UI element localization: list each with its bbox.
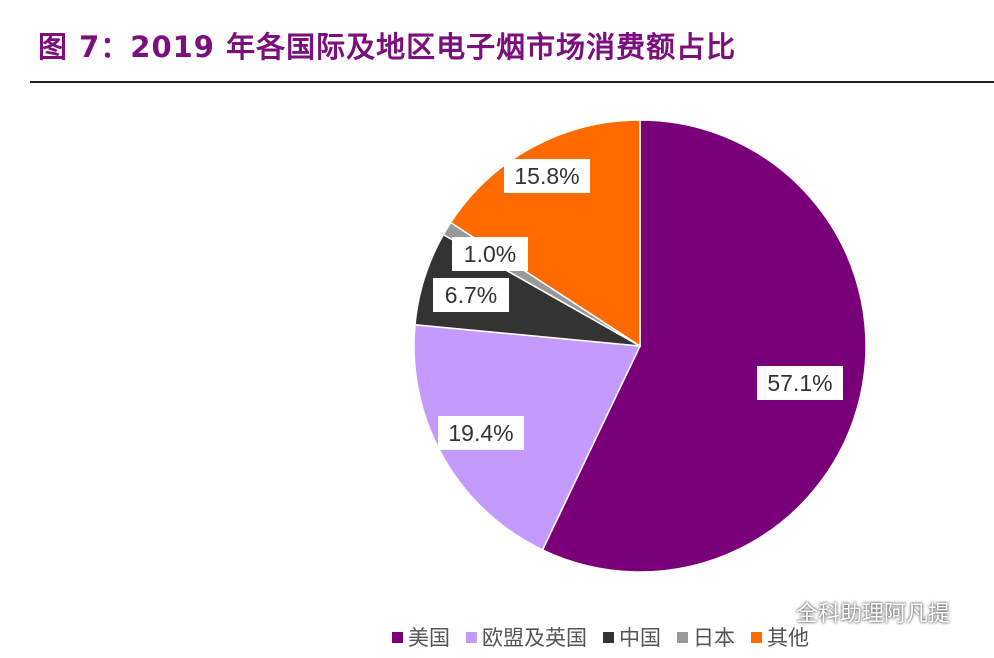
data-label-text: 19.4% <box>448 420 513 446</box>
figure-title: 图 7：2019 年各国际及地区电子烟市场消费额占比 <box>38 30 737 64</box>
legend-item: 日本 <box>677 622 735 652</box>
legend-swatch <box>392 631 403 643</box>
pie-slice <box>541 119 867 573</box>
wechat-icon <box>762 602 788 621</box>
data-label: 1.0% <box>452 237 528 271</box>
legend-label: 日本 <box>693 626 735 650</box>
legend-label: 美国 <box>408 626 450 650</box>
pie-slices <box>413 119 867 573</box>
legend-item: 美国 <box>392 622 450 652</box>
data-label: 57.1% <box>757 366 843 400</box>
chart-legend: 美国 欧盟及英国 中国 日本 其他 <box>392 622 809 652</box>
data-label-text: 6.7% <box>445 282 497 308</box>
pie-chart: 57.1% 19.4% 6.7% 1.0% 15.8% <box>413 119 867 573</box>
data-label: 6.7% <box>433 278 509 312</box>
legend-label: 欧盟及英国 <box>482 626 587 650</box>
pie-slice <box>413 323 642 551</box>
pie-data-labels: 57.1% 19.4% 6.7% 1.0% 15.8% <box>433 159 843 450</box>
watermark-text: 全科助理阿凡提 <box>796 602 951 627</box>
data-label-text: 1.0% <box>464 241 516 267</box>
legend-item: 其他 <box>751 622 809 652</box>
data-label-text: 15.8% <box>514 163 579 189</box>
data-label-text: 57.1% <box>767 370 832 396</box>
legend-swatch <box>603 631 614 643</box>
legend-label: 中国 <box>619 626 661 650</box>
legend-label: 其他 <box>767 626 809 650</box>
data-label-box <box>433 278 509 312</box>
data-label: 15.8% <box>504 159 590 193</box>
legend-swatch <box>466 631 477 643</box>
title-divider <box>30 81 994 83</box>
data-label-box <box>757 366 843 400</box>
pie-slice <box>449 119 641 348</box>
data-label: 19.4% <box>438 416 524 450</box>
legend-swatch <box>751 631 762 643</box>
legend-item: 欧盟及英国 <box>466 622 587 652</box>
watermark: 全科助理阿凡提 <box>762 596 950 628</box>
legend-item: 中国 <box>603 622 661 652</box>
data-label-box <box>438 416 524 450</box>
data-label-box <box>504 159 590 193</box>
data-label-box <box>452 237 528 271</box>
legend-swatch <box>677 631 688 643</box>
